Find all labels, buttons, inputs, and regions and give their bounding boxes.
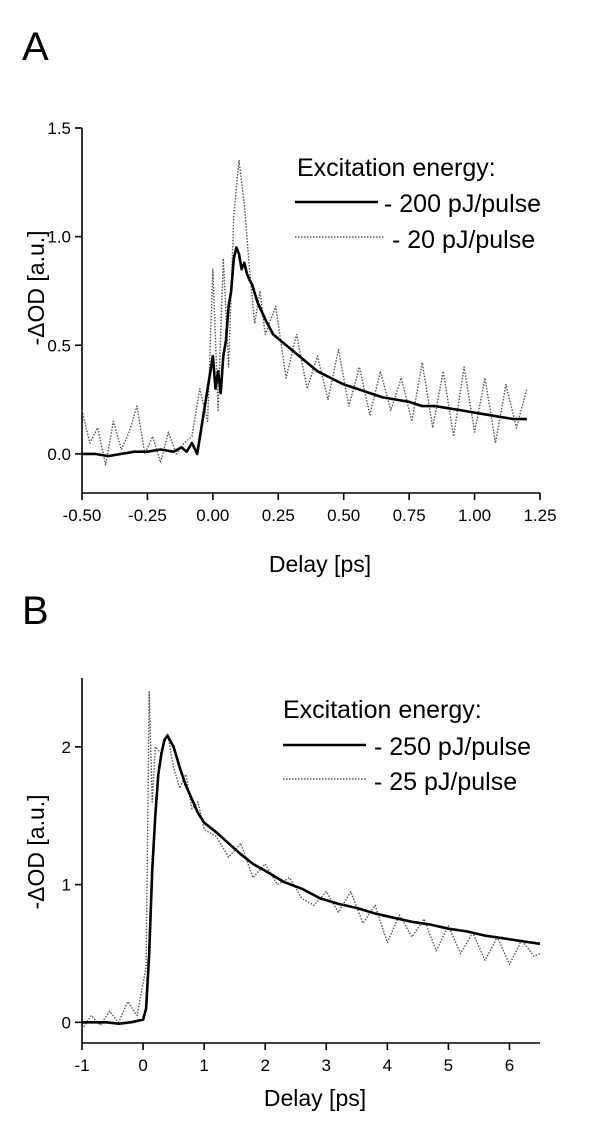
panel-a-legend: Excitation energy: - 200 pJ/pulse - 20 p… bbox=[295, 154, 541, 254]
panel-b-ticks: -1 0 1 2 3 4 5 6 0 1 2 bbox=[62, 738, 515, 1075]
panel-a-axes bbox=[81, 128, 540, 494]
panel-a-x-tick-label: 1.25 bbox=[523, 506, 556, 525]
panel-b-series bbox=[81, 691, 541, 1030]
panel-b-x-tick-label: 0 bbox=[138, 1056, 147, 1075]
panel-a: A -0.50 -0.25 0.00 0.25 0.50 0.75 1.00 1.25 0.0 0… bbox=[22, 25, 557, 577]
panel-b-x-tick-label: -1 bbox=[74, 1056, 89, 1075]
panel-b-y-axis-title: -ΔOD [a.u.] bbox=[23, 794, 49, 909]
panel-a-x-tick-label: 0.00 bbox=[196, 506, 229, 525]
panel-b-legend-label-dotted: - 25 pJ/pulse bbox=[374, 768, 517, 796]
panel-a-series-solid bbox=[82, 246, 527, 458]
panel-letter-a: A bbox=[22, 25, 49, 69]
panel-a-series bbox=[81, 159, 528, 466]
panel-b-x-tick-label: 1 bbox=[199, 1056, 208, 1075]
panel-a-x-tick-label: -0.25 bbox=[128, 506, 167, 525]
panel-b-y-tick-label: 2 bbox=[62, 738, 71, 757]
panel-b-legend: Excitation energy: - 250 pJ/pulse - 25 p… bbox=[283, 696, 531, 796]
panel-a-y-tick-label: 0.0 bbox=[47, 445, 71, 464]
panel-b-series-solid bbox=[82, 734, 541, 1026]
panel-b-x-tick-label: 3 bbox=[322, 1056, 331, 1075]
panel-b-x-tick-label: 4 bbox=[383, 1056, 392, 1075]
panel-a-y-axis-title: -ΔOD [a.u.] bbox=[23, 230, 49, 345]
panel-a-x-axis-title: Delay [ps] bbox=[269, 551, 371, 577]
panel-letter-b: B bbox=[22, 589, 49, 633]
panel-b-legend-label-solid: - 250 pJ/pulse bbox=[374, 733, 531, 761]
panel-a-x-tick-label: 0.50 bbox=[327, 506, 360, 525]
panel-b-x-tick-label: 2 bbox=[260, 1056, 269, 1075]
panel-a-x-tick-label: 0.25 bbox=[262, 506, 295, 525]
panel-a-y-tick-label: 0.5 bbox=[47, 336, 71, 355]
panel-b-x-axis-title: Delay [ps] bbox=[264, 1085, 366, 1111]
panel-a-x-tick-label: 1.00 bbox=[458, 506, 491, 525]
panel-a-y-tick-label: 1.5 bbox=[47, 119, 71, 138]
panel-b-x-tick-label: 5 bbox=[444, 1056, 453, 1075]
panel-a-legend-label-dotted: - 20 pJ/pulse bbox=[392, 226, 535, 254]
panel-a-ticks: -0.50 -0.25 0.00 0.25 0.50 0.75 1.00 1.25 0.0 0.5… bbox=[47, 119, 556, 525]
panel-b-y-tick-label: 0 bbox=[62, 1013, 71, 1032]
panel-b-legend-title: Excitation energy: bbox=[283, 696, 482, 724]
panel-a-legend-label-solid: - 200 pJ/pulse bbox=[384, 190, 541, 218]
panel-b: B -1 0 1 2 3 4 5 6 0 1 2 Delay [ps] -ΔOD [a.u.] Ex… bbox=[22, 589, 541, 1111]
panel-a-legend-title: Excitation energy: bbox=[297, 154, 496, 182]
panel-a-x-tick-label: 0.75 bbox=[393, 506, 426, 525]
panel-b-x-tick-label: 6 bbox=[505, 1056, 514, 1075]
panel-b-axes bbox=[81, 678, 540, 1044]
panel-b-y-tick-label: 1 bbox=[62, 876, 71, 895]
panel-a-x-tick-label: -0.50 bbox=[63, 506, 102, 525]
panel-a-y-tick-label: 1.0 bbox=[47, 228, 71, 247]
